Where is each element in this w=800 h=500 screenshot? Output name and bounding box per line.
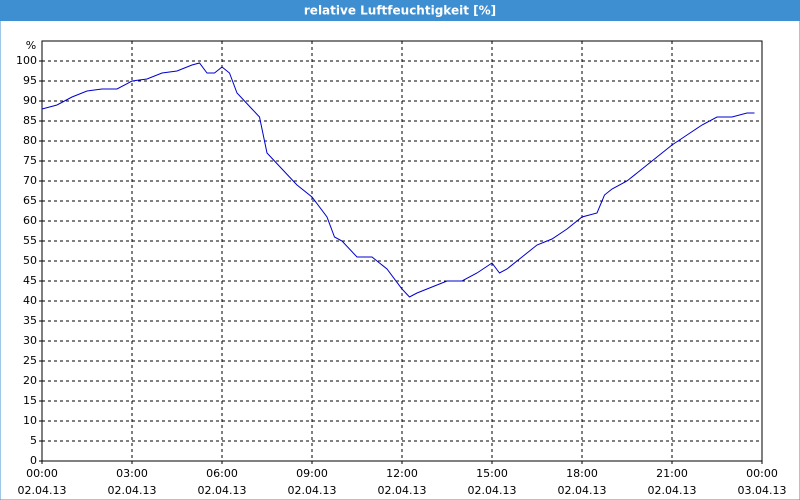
x-tick-date: 02.04.13: [288, 484, 337, 497]
x-tick-date: 02.04.13: [18, 484, 67, 497]
y-tick-label: 65: [23, 194, 37, 207]
y-tick-label: 55: [23, 234, 37, 247]
y-tick-label: 5: [30, 434, 37, 447]
x-tick-date: 02.04.13: [648, 484, 697, 497]
y-tick-label: 0: [30, 454, 37, 467]
y-tick-label: 25: [23, 354, 37, 367]
x-tick-date: 02.04.13: [378, 484, 427, 497]
y-tick-label: 95: [23, 74, 37, 87]
x-tick-label: 12:00: [386, 467, 418, 480]
y-tick-label: 45: [23, 274, 37, 287]
y-tick-label: 15: [23, 394, 37, 407]
y-tick-label: 20: [23, 374, 37, 387]
x-tick-date: 02.04.13: [108, 484, 157, 497]
y-axis-label: %: [26, 39, 36, 52]
y-tick-label: 35: [23, 314, 37, 327]
y-tick-label: 60: [23, 214, 37, 227]
x-tick-label: 00:00: [746, 467, 778, 480]
plot-frame: [41, 40, 763, 462]
title-bar: [0, 0, 800, 21]
chart-title: relative Luftfeuchtigkeit [%]: [304, 4, 496, 18]
x-tick-date: 02.04.13: [468, 484, 517, 497]
y-tick-label: 80: [23, 134, 37, 147]
y-tick-label: 40: [23, 294, 37, 307]
x-tick-label: 21:00: [656, 467, 688, 480]
y-tick-label: 85: [23, 114, 37, 127]
y-tick-label: 50: [23, 254, 37, 267]
data-line: [41, 62, 755, 298]
y-tick-label: 100: [16, 54, 37, 67]
y-tick-label: 30: [23, 334, 37, 347]
x-tick-label: 03:00: [116, 467, 148, 480]
x-tick-label: 09:00: [296, 467, 328, 480]
y-tick-label: 10: [23, 414, 37, 427]
y-tick-label: 75: [23, 154, 37, 167]
x-tick-label: 00:00: [26, 467, 58, 480]
x-tick-label: 15:00: [476, 467, 508, 480]
y-tick-label: 90: [23, 94, 37, 107]
x-tick-date: 02.04.13: [198, 484, 247, 497]
x-tick-label: 06:00: [206, 467, 238, 480]
y-tick-label: 70: [23, 174, 37, 187]
x-tick-label: 18:00: [566, 467, 598, 480]
x-tick-date: 03.04.13: [738, 484, 787, 497]
x-tick-date: 02.04.13: [558, 484, 607, 497]
